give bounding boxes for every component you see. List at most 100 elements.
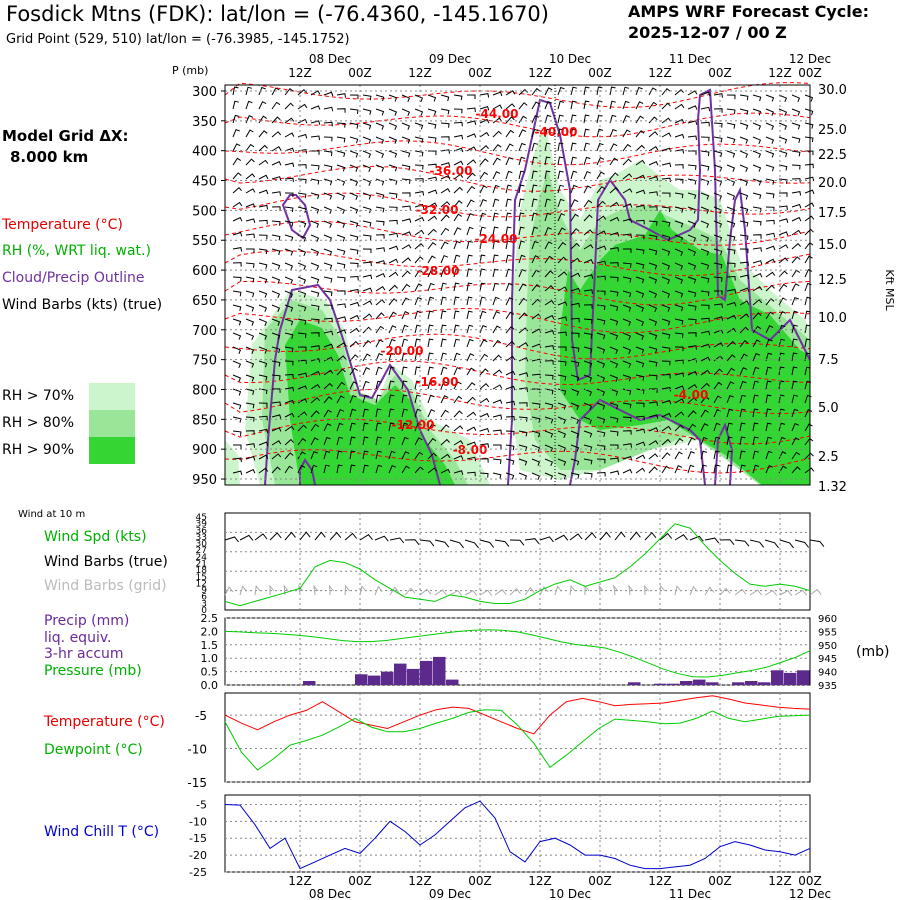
wind-barb xyxy=(700,262,710,270)
wind-panel-frame xyxy=(224,512,811,611)
wind-barb xyxy=(258,346,268,354)
wind-barb xyxy=(349,248,359,255)
wind-barb xyxy=(232,470,243,476)
wind-barb xyxy=(440,214,450,222)
wind-barb xyxy=(466,456,477,462)
wind-barb xyxy=(791,380,798,390)
wind-barb xyxy=(271,206,281,211)
wind-barb xyxy=(232,172,242,180)
wind-barb xyxy=(648,248,658,256)
wind-barb xyxy=(466,254,473,264)
wind-barb xyxy=(557,458,567,466)
wind-barb xyxy=(778,122,788,130)
wind-barb xyxy=(557,402,567,410)
wind-barb xyxy=(414,136,424,144)
wind-barb xyxy=(674,372,685,378)
height-tick-label: 7.5 xyxy=(818,353,839,368)
top-hour-label: 12Z xyxy=(528,66,552,80)
precip-bar xyxy=(784,672,797,685)
wind-barb xyxy=(271,101,281,110)
wind-barb xyxy=(531,430,541,438)
wind-barb xyxy=(414,380,421,390)
wind-barb xyxy=(648,466,658,474)
wind-barb xyxy=(557,472,567,480)
wind-barb xyxy=(453,455,464,460)
wind-barb-true xyxy=(704,537,720,544)
wind-barb-true xyxy=(659,532,673,541)
wind-barb xyxy=(479,226,486,236)
wind-barb xyxy=(570,213,579,222)
wind-barb xyxy=(583,170,591,180)
wind-barb xyxy=(375,178,385,186)
wind-barb xyxy=(596,200,606,208)
wind-barb xyxy=(765,284,775,292)
wind-barb xyxy=(479,397,490,404)
wind-barb xyxy=(804,269,813,278)
wind-barb xyxy=(258,467,269,474)
wind-barb xyxy=(505,198,512,208)
wind-barb xyxy=(739,300,750,306)
top-hour-label: 00Z xyxy=(798,66,822,80)
wind-barb xyxy=(466,159,477,166)
wind-barb xyxy=(453,296,460,306)
wind-barb xyxy=(505,340,515,348)
wind-barb xyxy=(284,332,294,339)
wind-barb-grid xyxy=(254,584,261,596)
wind-barb xyxy=(804,228,814,236)
wind-barb xyxy=(466,381,476,390)
wind-barb xyxy=(791,108,801,116)
wind-barb xyxy=(596,402,606,410)
wind-barb xyxy=(375,192,385,200)
wind-barb xyxy=(609,157,619,166)
wind-barb xyxy=(245,100,253,110)
wind-barb xyxy=(570,346,580,353)
wind-barb xyxy=(401,136,411,144)
wind-barb xyxy=(310,358,321,363)
wind-barb xyxy=(362,274,373,280)
wind-barb xyxy=(310,437,319,446)
wind-barb xyxy=(479,443,490,448)
isotherm-label: -40.00 xyxy=(535,125,578,139)
wind-barb xyxy=(414,229,425,236)
wind-barb xyxy=(440,122,450,128)
wind-barb xyxy=(245,388,255,396)
wind-barb xyxy=(440,149,450,154)
wind-barb xyxy=(427,189,438,195)
wind-barb xyxy=(492,472,502,479)
dewpoint-label: Dewpoint (°C) xyxy=(44,742,143,758)
wind-barb xyxy=(453,108,463,114)
wind-barb xyxy=(258,204,269,210)
wind-barb xyxy=(440,409,449,418)
wind-barb xyxy=(453,440,464,446)
wind-barb xyxy=(570,100,577,110)
wind-barb xyxy=(557,360,567,366)
wind-barb xyxy=(245,318,255,326)
wind-barb xyxy=(531,226,539,236)
wind-barb xyxy=(596,318,606,325)
wind-barb xyxy=(726,301,737,307)
wind-barb xyxy=(544,255,554,264)
wind-barb-grid xyxy=(644,584,649,596)
wind-barb xyxy=(544,402,554,410)
wind-barb xyxy=(687,345,697,350)
precip-bar xyxy=(407,668,420,685)
wind-barb xyxy=(791,150,801,157)
wind-barb xyxy=(791,437,800,446)
wind-barb xyxy=(622,262,632,268)
wind-barb xyxy=(245,430,255,435)
wind-barb xyxy=(518,129,527,138)
top-date-label: 08 Dec xyxy=(309,52,351,66)
windchill-tick-label: -25 xyxy=(189,866,207,879)
wind-barb xyxy=(570,388,580,396)
wind-barb xyxy=(622,276,632,283)
wind-barb xyxy=(362,326,372,334)
wind-barb xyxy=(739,274,750,280)
wind-barb xyxy=(687,206,697,214)
wind-barb xyxy=(609,100,616,110)
wind-barb xyxy=(414,178,424,183)
wind-barb xyxy=(765,311,774,320)
wind-barb xyxy=(661,360,671,366)
wind-barb xyxy=(687,450,695,460)
wind-barb xyxy=(739,287,750,292)
wind-barb xyxy=(271,440,282,446)
